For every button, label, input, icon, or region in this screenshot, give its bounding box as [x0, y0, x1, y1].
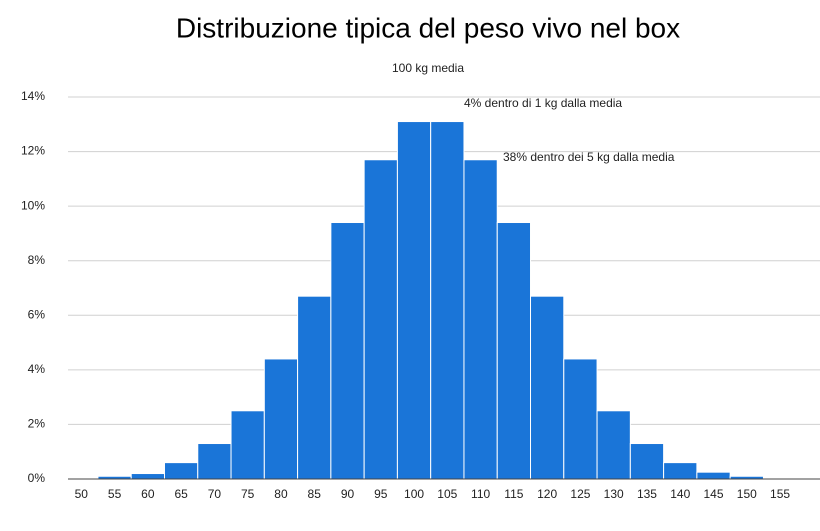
x-tick-label: 105	[437, 487, 457, 501]
x-tick-label: 110	[471, 487, 490, 501]
x-tick-label: 135	[637, 487, 657, 501]
bar	[596, 410, 631, 480]
annotation: 38% dentro dei 5 kg dalla media	[503, 150, 675, 164]
x-tick-label: 115	[504, 487, 523, 501]
bar	[530, 295, 565, 480]
bar	[496, 222, 532, 480]
bar	[696, 471, 731, 480]
x-tick-label: 50	[75, 487, 89, 501]
chart-subtitle: 100 kg media	[392, 61, 464, 75]
bar	[197, 443, 232, 480]
y-tick-label: 10%	[21, 198, 45, 212]
y-tick-label: 14%	[21, 89, 45, 103]
bar	[396, 121, 432, 480]
x-tick-label: 125	[570, 487, 590, 501]
bar	[263, 358, 299, 480]
x-tick-label: 85	[308, 487, 322, 501]
chart-title: Distribuzione tipica del peso vivo nel b…	[176, 12, 680, 43]
x-tick-label: 95	[374, 487, 388, 501]
bar	[463, 159, 498, 480]
bar	[230, 410, 265, 480]
x-tick-label: 75	[241, 487, 255, 501]
y-tick-label: 4%	[28, 362, 46, 376]
x-tick-label: 90	[341, 487, 355, 501]
x-tick-label: 130	[604, 487, 624, 501]
x-tick-label: 70	[208, 487, 222, 501]
y-tick-label: 12%	[21, 144, 45, 158]
y-tick-label: 0%	[28, 471, 46, 485]
x-tick-label: 150	[737, 487, 757, 501]
bar	[363, 159, 398, 480]
x-tick-label: 120	[537, 487, 557, 501]
bar	[430, 121, 465, 480]
bar	[297, 295, 332, 480]
y-tick-label: 2%	[28, 417, 46, 431]
x-tick-label: 60	[141, 487, 155, 501]
x-tick-label: 65	[174, 487, 188, 501]
bar	[629, 443, 665, 480]
x-tick-label: 145	[704, 487, 724, 501]
bar	[330, 222, 365, 480]
y-tick-label: 8%	[28, 253, 46, 267]
y-tick-label: 6%	[28, 307, 46, 321]
bar	[563, 358, 598, 480]
x-tick-label: 100	[404, 487, 424, 501]
x-tick-label: 140	[670, 487, 690, 501]
bar	[163, 462, 199, 480]
x-tick-label: 155	[770, 487, 790, 501]
annotation: 4% dentro di 1 kg dalla media	[464, 96, 622, 110]
x-tick-label: 55	[108, 487, 122, 501]
x-tick-label: 80	[274, 487, 288, 501]
bar	[663, 462, 698, 480]
bar	[130, 473, 165, 480]
